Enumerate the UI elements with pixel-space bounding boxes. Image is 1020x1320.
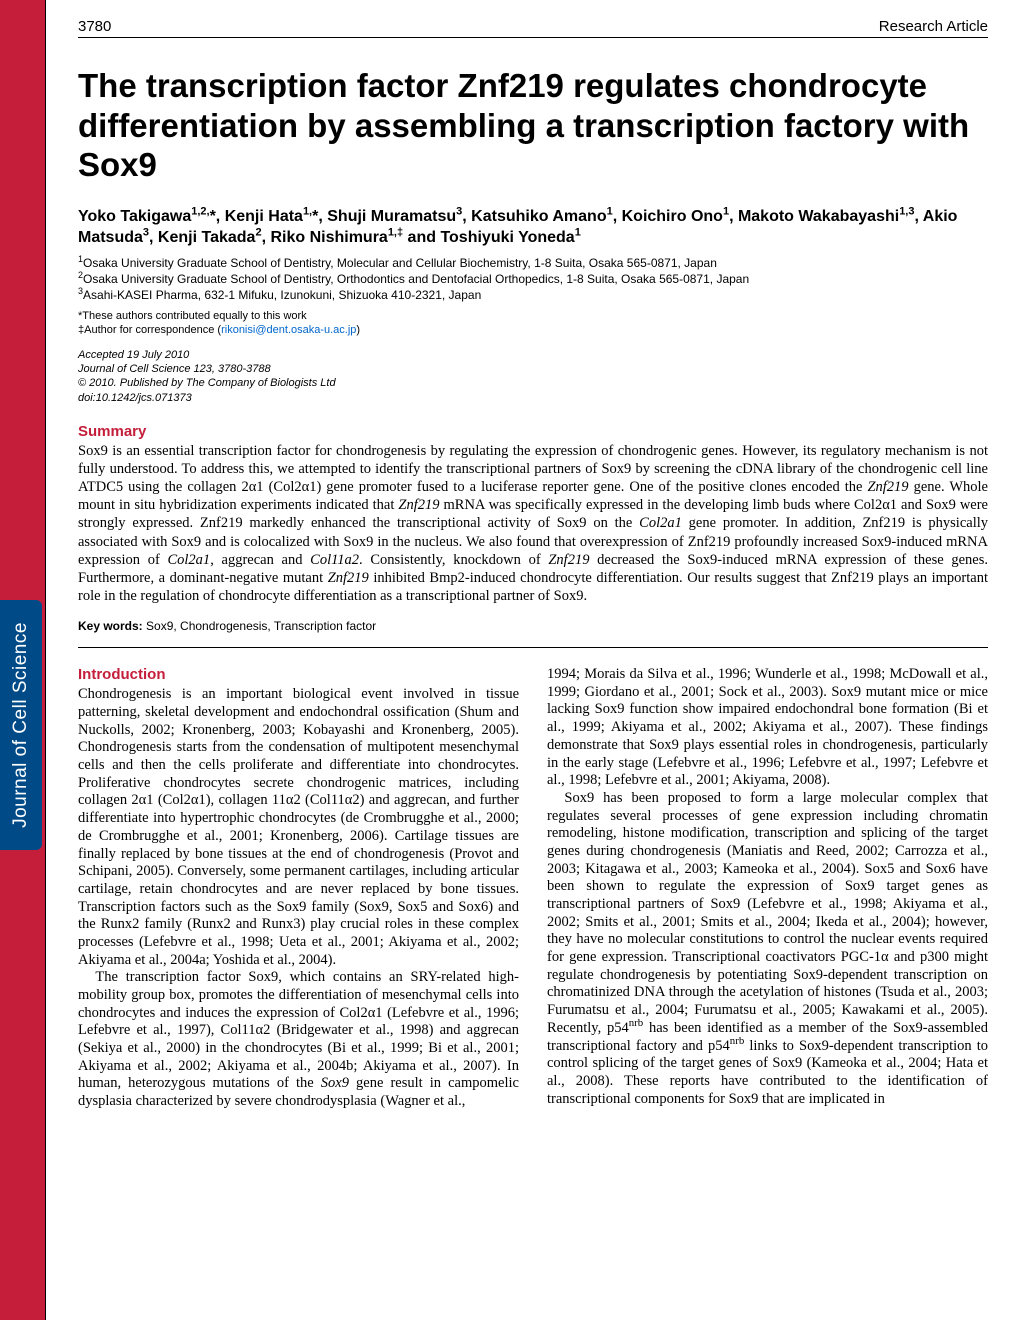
content-area: 3780 Research Article The transcription …: [78, 18, 988, 1111]
intro-right-text: 1994; Morais da Silva et al., 1996; Wund…: [547, 666, 988, 1108]
article-title: The transcription factor Znf219 regulate…: [78, 66, 988, 185]
introduction-heading: Introduction: [78, 666, 519, 684]
page-number: 3780: [78, 18, 111, 35]
publication-info: Accepted 19 July 2010 Journal of Cell Sc…: [78, 348, 988, 405]
doi-line: doi:10.1242/jcs.071373: [78, 391, 988, 405]
keywords-value: Sox9, Chondrogenesis, Transcription fact…: [143, 619, 376, 633]
author-list: Yoko Takigawa1,2,*, Kenji Hata1,*, Shuji…: [78, 207, 988, 249]
section-rule: [78, 647, 988, 648]
author-notes: *These authors contributed equally to th…: [78, 309, 988, 338]
article-type: Research Article: [879, 18, 988, 35]
column-right: 1994; Morais da Silva et al., 1996; Wund…: [547, 666, 988, 1111]
intro-left-text: Chondrogenesis is an important biologica…: [78, 686, 519, 1111]
journal-citation: Journal of Cell Science 123, 3780-3788: [78, 362, 988, 376]
page: Journal of Cell Science 3780 Research Ar…: [0, 0, 1020, 1320]
affiliation-2: 2Osaka University Graduate School of Den…: [78, 272, 988, 288]
keywords-line: Key words: Sox9, Chondrogenesis, Transcr…: [78, 619, 988, 633]
journal-side-label: Journal of Cell Science: [10, 622, 32, 828]
correspondence-email[interactable]: rikonisi@dent.osaka-u.ac.jp: [221, 324, 356, 336]
keywords-label: Key words:: [78, 619, 143, 633]
running-header: 3780 Research Article: [78, 18, 988, 38]
gutter-rule: [45, 0, 46, 1320]
summary-body: Sox9 is an essential transcription facto…: [78, 442, 988, 605]
affiliation-3: 3Asahi-KASEI Pharma, 632-1 Mifuku, Izuno…: [78, 288, 988, 304]
correspondence-note: ‡Author for correspondence (rikonisi@den…: [78, 323, 988, 337]
affiliation-1: 1Osaka University Graduate School of Den…: [78, 256, 988, 272]
copyright-line: © 2010. Published by The Company of Biol…: [78, 376, 988, 390]
accepted-date: Accepted 19 July 2010: [78, 348, 988, 362]
summary-heading: Summary: [78, 423, 988, 440]
journal-side-tab: Journal of Cell Science: [0, 600, 42, 850]
equal-contrib-note: *These authors contributed equally to th…: [78, 309, 988, 323]
affiliation-block: 1Osaka University Graduate School of Den…: [78, 256, 988, 303]
two-column-body: Introduction Chondrogenesis is an import…: [78, 666, 988, 1111]
column-left: Introduction Chondrogenesis is an import…: [78, 666, 519, 1111]
